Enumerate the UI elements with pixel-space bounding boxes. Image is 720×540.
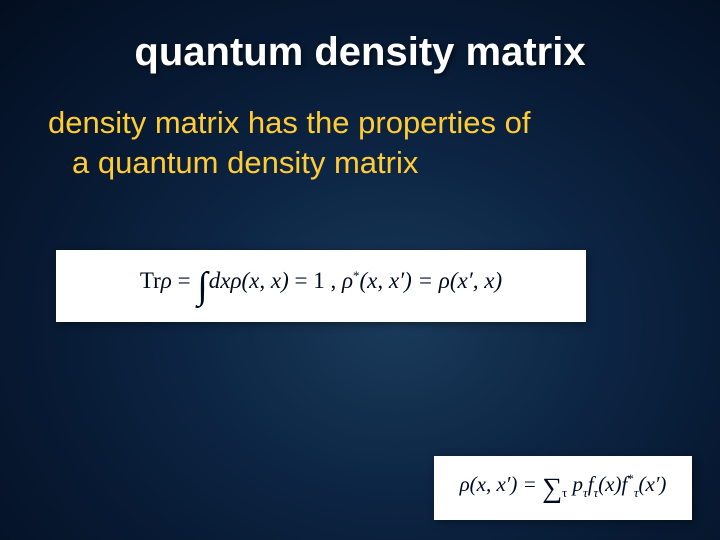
body-line-1: density matrix has the properties of — [48, 103, 672, 143]
f2-f2sup: * — [627, 471, 634, 486]
f2-f2args: (x′) — [639, 472, 667, 496]
body-line-2: a quantum density matrix — [48, 143, 672, 183]
f2-p: p — [573, 472, 584, 496]
f1-rho: ρ — [161, 268, 172, 293]
f2-fargs: (x) — [598, 472, 621, 496]
slide-title: quantum density matrix — [0, 0, 720, 75]
formula-sum: ρ(x, x′) = ∑τ pτfτ(x)f*τ(x′) — [434, 456, 692, 520]
f1-eq1: = 1 , — [289, 268, 342, 293]
f1-dx: dx — [209, 268, 231, 293]
f1-args1: (x, x′) = ρ(x′, x) — [360, 268, 503, 293]
integral-sign: ∫ — [197, 264, 207, 308]
f1-rhoxx: ρ(x, x) — [230, 268, 288, 293]
f1-eq: = — [172, 268, 196, 293]
f1-rhostar: ρ — [342, 268, 353, 293]
f1-tr: Tr — [140, 268, 161, 293]
f2-sumsub: τ — [562, 485, 567, 500]
f2-rhoargs: ρ(x, x′) = — [460, 472, 542, 496]
formula-trace: Trρ = ∫dxρ(x, x) = 1 , ρ*(x, x′) = ρ(x′,… — [56, 250, 586, 322]
sigma-sign: ∑ — [542, 473, 562, 505]
slide-body: density matrix has the properties of a q… — [0, 75, 720, 182]
